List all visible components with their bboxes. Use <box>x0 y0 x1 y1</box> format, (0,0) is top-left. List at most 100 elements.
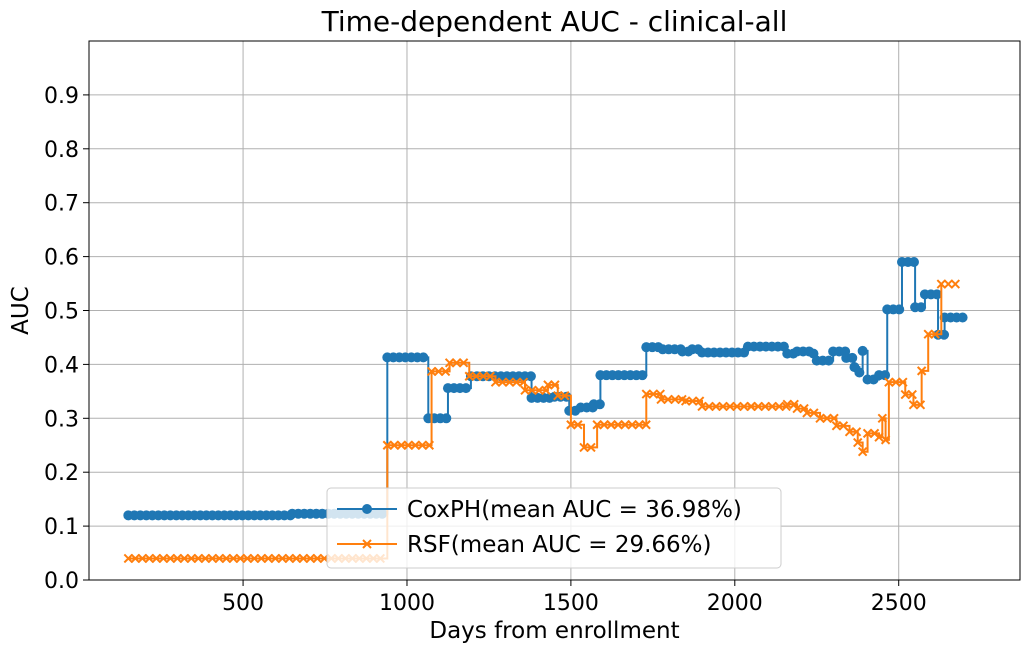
data-point <box>862 428 873 439</box>
data-point <box>915 400 926 410</box>
data-point <box>579 442 589 453</box>
data-point <box>930 329 940 339</box>
y-tick-label: 0.3 <box>44 407 79 432</box>
x-tick-label: 1500 <box>543 591 599 616</box>
data-point <box>923 329 933 339</box>
data-point <box>221 553 232 564</box>
data-point <box>518 377 529 387</box>
data-point <box>298 553 309 564</box>
data-point <box>908 256 919 267</box>
data-point <box>497 377 508 387</box>
data-point <box>207 553 218 564</box>
data-point <box>137 553 148 564</box>
data-point <box>573 420 583 430</box>
data-point <box>782 399 792 409</box>
data-point <box>711 401 721 412</box>
data-point <box>680 396 691 406</box>
data-point <box>511 377 522 387</box>
x-tick-label: 500 <box>222 591 264 616</box>
data-point <box>854 367 865 378</box>
x-tick-label: 2000 <box>707 591 763 616</box>
data-point <box>739 401 749 412</box>
data-point <box>471 371 481 381</box>
data-point <box>460 383 471 394</box>
data-point <box>151 553 162 564</box>
data-point <box>916 302 927 313</box>
data-point <box>560 390 570 401</box>
data-point <box>440 366 451 377</box>
data-point <box>844 427 855 437</box>
data-point <box>637 370 648 381</box>
data-point <box>931 289 942 300</box>
data-point <box>634 420 644 430</box>
data-point <box>464 371 474 381</box>
data-point <box>746 401 756 412</box>
data-point <box>490 377 501 387</box>
data-point <box>242 553 253 564</box>
x-axis-label: Days from enrollment <box>429 618 679 644</box>
legend-box <box>326 487 782 569</box>
data-point <box>718 401 728 412</box>
data-point <box>130 553 141 564</box>
data-point <box>663 394 673 405</box>
data-point <box>648 389 658 399</box>
data-point <box>417 440 428 450</box>
y-tick-label: 0.7 <box>44 192 79 217</box>
data-point <box>957 312 968 323</box>
data-point <box>857 345 868 356</box>
data-point <box>641 420 651 430</box>
data-point <box>829 413 839 424</box>
data-point <box>823 355 834 366</box>
data-point <box>451 358 462 368</box>
data-point <box>725 401 735 412</box>
data-point <box>228 553 239 564</box>
legend-label: CoxPH(mean AUC = 36.98%) <box>407 497 742 523</box>
data-point <box>256 553 267 564</box>
data-point <box>799 403 809 414</box>
legend-label: RSF(mean AUC = 29.66%) <box>407 532 712 558</box>
data-point <box>880 370 891 381</box>
data-point <box>767 401 777 412</box>
data-point <box>880 435 891 445</box>
series-markers <box>123 279 961 564</box>
y-tick-label: 0.8 <box>44 138 79 163</box>
data-point <box>822 413 832 424</box>
data-point <box>249 553 260 564</box>
data-point <box>908 400 919 410</box>
data-point <box>697 401 707 412</box>
data-point <box>916 366 927 376</box>
data-point <box>613 420 623 430</box>
data-point <box>441 413 452 424</box>
x-tick-label: 1000 <box>379 591 435 616</box>
data-point <box>687 396 698 406</box>
data-point <box>943 279 954 289</box>
series-lines <box>123 256 968 564</box>
data-point <box>291 553 302 564</box>
y-tick-label: 0.9 <box>44 84 79 109</box>
data-point <box>444 358 455 368</box>
data-point <box>704 401 714 412</box>
axis-ticks: 500 1000 1500 2000 2500 0.0 0.1 0.2 0.3 0.4 0.5 0.6… <box>44 84 927 616</box>
data-point <box>641 389 651 399</box>
data-point <box>172 553 183 564</box>
data-point <box>284 553 295 564</box>
legend: CoxPH(mean AUC = 36.98%) RSF(mean AUC = 2… <box>326 487 782 569</box>
data-point <box>894 304 905 315</box>
data-point <box>179 553 190 564</box>
data-point <box>520 385 530 395</box>
data-point <box>802 408 812 418</box>
data-point <box>620 420 630 430</box>
data-point <box>270 553 281 564</box>
data-point <box>543 380 553 390</box>
data-point <box>426 366 437 377</box>
data-point <box>900 389 910 400</box>
data-point <box>857 447 868 457</box>
data-point <box>774 401 784 412</box>
data-point <box>592 420 602 430</box>
data-point <box>165 553 176 564</box>
data-point <box>433 366 444 377</box>
data-point <box>478 371 488 381</box>
data-point <box>534 385 544 395</box>
data-point <box>594 399 605 410</box>
